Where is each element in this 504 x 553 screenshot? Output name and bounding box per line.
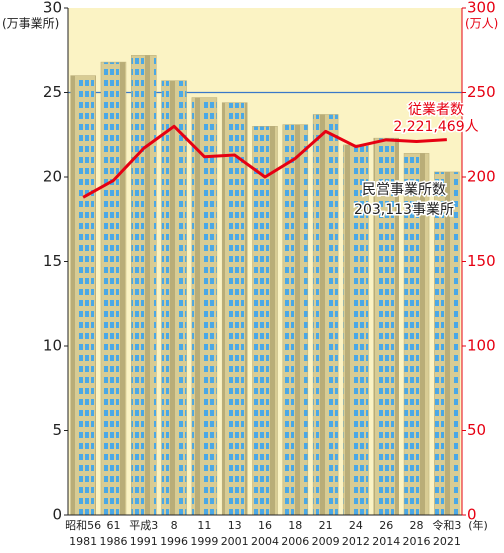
y2-tick-label: 50 xyxy=(467,421,486,439)
annotation: 従業者数 xyxy=(408,102,464,118)
building-bar xyxy=(161,80,187,516)
y-tick-label: 5 xyxy=(52,421,62,439)
x-tick-sublabel: 1996 xyxy=(160,535,188,548)
y-tick-label: 15 xyxy=(43,252,62,270)
x-tick-label: 平成3 xyxy=(129,519,158,532)
x-tick-label: 8 xyxy=(171,519,178,532)
y2-axis-label: (万人) xyxy=(465,17,498,31)
x-tick-sublabel: 2009 xyxy=(312,535,340,548)
y2-tick-label: 150 xyxy=(467,252,496,270)
building-bar xyxy=(100,61,127,516)
x-tick-label: 13 xyxy=(228,519,242,532)
y-axis-label: (万事業所) xyxy=(2,17,59,31)
x-tick-label: 24 xyxy=(349,519,363,532)
building-bar xyxy=(403,153,430,516)
x-tick-sublabel: 2021 xyxy=(433,535,461,548)
annotation: 2,221,469人 xyxy=(393,119,478,135)
x-tick-label: 令和3 xyxy=(432,518,461,532)
y-tick-label: 20 xyxy=(43,168,62,186)
building-bar xyxy=(434,171,460,516)
y2-tick-label: 200 xyxy=(467,168,496,186)
x-tick-label: 28 xyxy=(410,519,424,532)
x-tick-label: 11 xyxy=(197,519,211,532)
y-tick-label: 30 xyxy=(43,0,62,17)
y-tick-label: 10 xyxy=(43,337,62,355)
building-bar xyxy=(131,55,157,516)
y2-tick-label: 250 xyxy=(467,83,496,101)
x-tick-sublabel: 1981 xyxy=(69,535,97,548)
building-bar xyxy=(252,126,278,516)
x-tick-sublabel: 2016 xyxy=(403,535,431,548)
x-tick-sublabel: 2001 xyxy=(221,535,249,548)
annotation: 203,113事業所 xyxy=(354,202,454,218)
x-tick-sublabel: 1986 xyxy=(99,535,127,548)
y-tick-label: 25 xyxy=(43,83,62,101)
x-tick-label: 16 xyxy=(258,519,272,532)
building-bar xyxy=(312,114,339,516)
x-tick-sublabel: 2004 xyxy=(251,535,279,548)
x-tick-sublabel: 1999 xyxy=(190,535,218,548)
building-bar xyxy=(70,75,96,516)
building-bar xyxy=(191,97,218,516)
x-tick-label: 26 xyxy=(379,519,393,532)
x-unit: (年) xyxy=(468,518,488,532)
building-bar xyxy=(282,124,309,516)
annotation: 民営事業所数 xyxy=(362,182,446,198)
employee-line xyxy=(82,124,447,199)
y2-tick-label: 300 xyxy=(467,0,496,17)
x-tick-label: 21 xyxy=(319,519,333,532)
x-tick-sublabel: 2012 xyxy=(342,535,370,548)
x-tick-sublabel: 2014 xyxy=(372,535,400,548)
x-tick-sublabel: 2006 xyxy=(281,535,309,548)
y2-tick-label: 0 xyxy=(467,506,477,524)
building-bar xyxy=(221,102,248,516)
x-tick-label: 61 xyxy=(106,519,120,532)
x-tick-label: 昭和56 xyxy=(65,519,101,532)
x-tick-label: 18 xyxy=(288,519,302,532)
y2-tick-label: 100 xyxy=(467,337,496,355)
building-bar xyxy=(343,144,369,516)
building-bar xyxy=(373,137,399,516)
y-tick-label: 0 xyxy=(52,506,62,524)
x-tick-sublabel: 1991 xyxy=(130,535,158,548)
